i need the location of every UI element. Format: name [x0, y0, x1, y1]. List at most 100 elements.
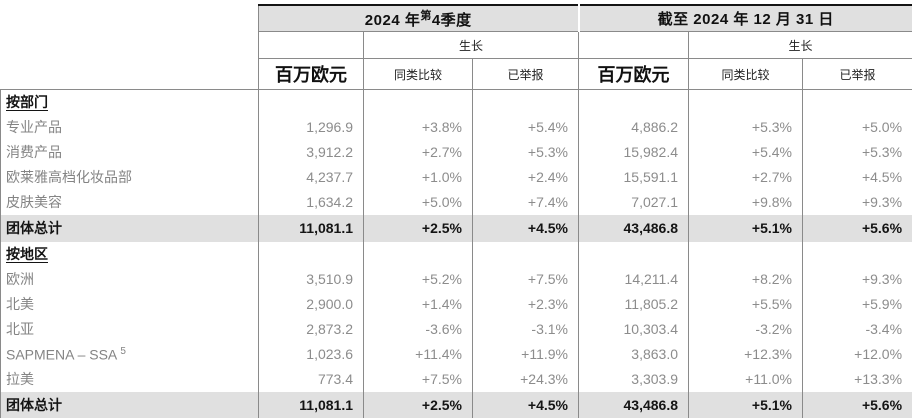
- cell-value: +4.5%: [472, 391, 579, 418]
- cell-value: +4.5%: [801, 164, 912, 190]
- q4-reported-header: 已举报: [472, 58, 579, 90]
- sales-results-table-page: 2024 年第4季度 截至 2024 年 12 月 31 日 生长 生长 百万欧…: [0, 4, 912, 418]
- q4-period-header: 2024 年第4季度: [258, 4, 580, 32]
- cell-value: [258, 241, 364, 267]
- row-label: 专业产品: [0, 114, 259, 140]
- cell-value: +2.5%: [363, 214, 473, 242]
- cell-value: +8.2%: [688, 266, 803, 292]
- row-label: 北美: [0, 291, 259, 317]
- cell-value: +4.5%: [472, 214, 579, 242]
- header-blank-cell: [0, 5, 259, 32]
- q4-unit-header: 百万欧元: [258, 58, 364, 90]
- cell-value: +2.7%: [363, 139, 473, 165]
- cell-value: 11,805.2: [578, 291, 689, 317]
- cell-value: 10,303.4: [578, 316, 689, 342]
- cell-value: -3.1%: [472, 316, 579, 342]
- cell-value: 1,023.6: [258, 341, 364, 367]
- cell-value: 15,982.4: [578, 139, 689, 165]
- row-label: 皮肤美容: [0, 189, 259, 215]
- row-label: 消费产品: [0, 139, 259, 165]
- cell-value: 773.4: [258, 366, 364, 392]
- cell-value: +5.3%: [472, 139, 579, 165]
- cell-value: +3.8%: [363, 114, 473, 140]
- section-label: 按部门: [0, 89, 259, 115]
- total-label: 团体总计: [0, 214, 259, 242]
- section-label: 按地区: [0, 241, 259, 267]
- cell-value: +2.7%: [688, 164, 803, 190]
- row-label: 拉美: [0, 366, 259, 392]
- row-label: SAPMENA – SSA 5: [0, 341, 259, 367]
- cell-value: [578, 89, 689, 115]
- cell-value: +5.0%: [363, 189, 473, 215]
- cell-value: [363, 89, 473, 115]
- cell-value: [258, 89, 364, 115]
- fy-reported-header: 已举报: [801, 58, 912, 90]
- cell-value: +24.3%: [472, 366, 579, 392]
- cell-value: +12.3%: [688, 341, 803, 367]
- table-row-north-asia: 北亚 2,873.2 -3.6% -3.1% 10,303.4 -3.2% -3…: [0, 316, 912, 342]
- header-blank-cell: [0, 31, 259, 59]
- row-label: 北亚: [0, 316, 259, 342]
- cell-value: +1.4%: [363, 291, 473, 317]
- empty-cell: [258, 31, 364, 59]
- empty-cell: [578, 31, 689, 59]
- cell-value: 3,510.9: [258, 266, 364, 292]
- fy-like-for-like-header: 同类比较: [688, 58, 803, 90]
- table-row-sapmena-ssa: SAPMENA – SSA 5 1,023.6 +11.4% +11.9% 3,…: [0, 341, 912, 367]
- cell-value: 15,591.1: [578, 164, 689, 190]
- cell-value: +5.6%: [801, 391, 912, 418]
- total-row-divisions: 团体总计 11,081.1 +2.5% +4.5% 43,486.8 +5.1%…: [0, 214, 912, 242]
- cell-value: +11.4%: [363, 341, 473, 367]
- total-label: 团体总计: [0, 391, 259, 418]
- cell-value: +5.6%: [801, 214, 912, 242]
- table-row-europe: 欧洲 3,510.9 +5.2% +7.5% 14,211.4 +8.2% +9…: [0, 266, 912, 292]
- table-body: 按部门 专业产品 1,296.9 +3.8% +5.4% 4,886.2 +5.…: [0, 89, 912, 418]
- cell-value: 11,081.1: [258, 214, 364, 242]
- cell-value: +7.5%: [472, 266, 579, 292]
- section-row-by-division: 按部门: [0, 89, 912, 115]
- cell-value: 14,211.4: [578, 266, 689, 292]
- table-row-dermatological-beauty: 皮肤美容 1,634.2 +5.0% +7.4% 7,027.1 +9.8% +…: [0, 189, 912, 215]
- cell-value: +2.5%: [363, 391, 473, 418]
- table-row-luxe: 欧莱雅高档化妆品部 4,237.7 +1.0% +2.4% 15,591.1 +…: [0, 164, 912, 190]
- cell-value: +2.3%: [472, 291, 579, 317]
- cell-value: +5.4%: [472, 114, 579, 140]
- q4-sup-text: 第: [420, 10, 432, 22]
- footnote-ref: 5: [120, 345, 126, 357]
- cell-value: 1,634.2: [258, 189, 364, 215]
- column-header-row: 百万欧元 同类比较 已举报 百万欧元 同类比较 已举报: [0, 58, 912, 90]
- row-label: 欧洲: [0, 266, 259, 292]
- cell-value: [363, 241, 473, 267]
- cell-value: +11.9%: [472, 341, 579, 367]
- cell-value: +1.0%: [363, 164, 473, 190]
- cell-value: -3.4%: [801, 316, 912, 342]
- cell-value: [688, 241, 803, 267]
- cell-value: +5.3%: [801, 139, 912, 165]
- cell-value: 2,873.2: [258, 316, 364, 342]
- fy-growth-header: 生长: [687, 31, 912, 59]
- full-year-period-header: 截至 2024 年 12 月 31 日: [577, 4, 912, 32]
- cell-value: 3,863.0: [578, 341, 689, 367]
- cell-value: +9.3%: [801, 266, 912, 292]
- cell-value: +5.2%: [363, 266, 473, 292]
- table-row-latin-america: 拉美 773.4 +7.5% +24.3% 3,303.9 +11.0% +13…: [0, 366, 912, 392]
- section-row-by-region: 按地区: [0, 241, 912, 267]
- cell-value: -3.6%: [363, 316, 473, 342]
- row-label-text: SAPMENA – SSA: [6, 346, 117, 363]
- cell-value: +13.3%: [801, 366, 912, 392]
- cell-value: 11,081.1: [258, 391, 364, 418]
- sales-results-table: 2024 年第4季度 截至 2024 年 12 月 31 日 生长 生长 百万欧…: [0, 4, 912, 418]
- cell-value: +12.0%: [801, 341, 912, 367]
- cell-value: +7.5%: [363, 366, 473, 392]
- cell-value: [578, 241, 689, 267]
- header-blank-cell: [0, 58, 259, 90]
- cell-value: [472, 89, 579, 115]
- cell-value: 43,486.8: [578, 391, 689, 418]
- cell-value: 4,886.2: [578, 114, 689, 140]
- table-row-consumer-products: 消费产品 3,912.2 +2.7% +5.3% 15,982.4 +5.4% …: [0, 139, 912, 165]
- cell-value: +2.4%: [472, 164, 579, 190]
- cell-value: 4,237.7: [258, 164, 364, 190]
- cell-value: +5.1%: [688, 391, 803, 418]
- total-row-regions: 团体总计 11,081.1 +2.5% +4.5% 43,486.8 +5.1%…: [0, 391, 912, 418]
- cell-value: +5.5%: [688, 291, 803, 317]
